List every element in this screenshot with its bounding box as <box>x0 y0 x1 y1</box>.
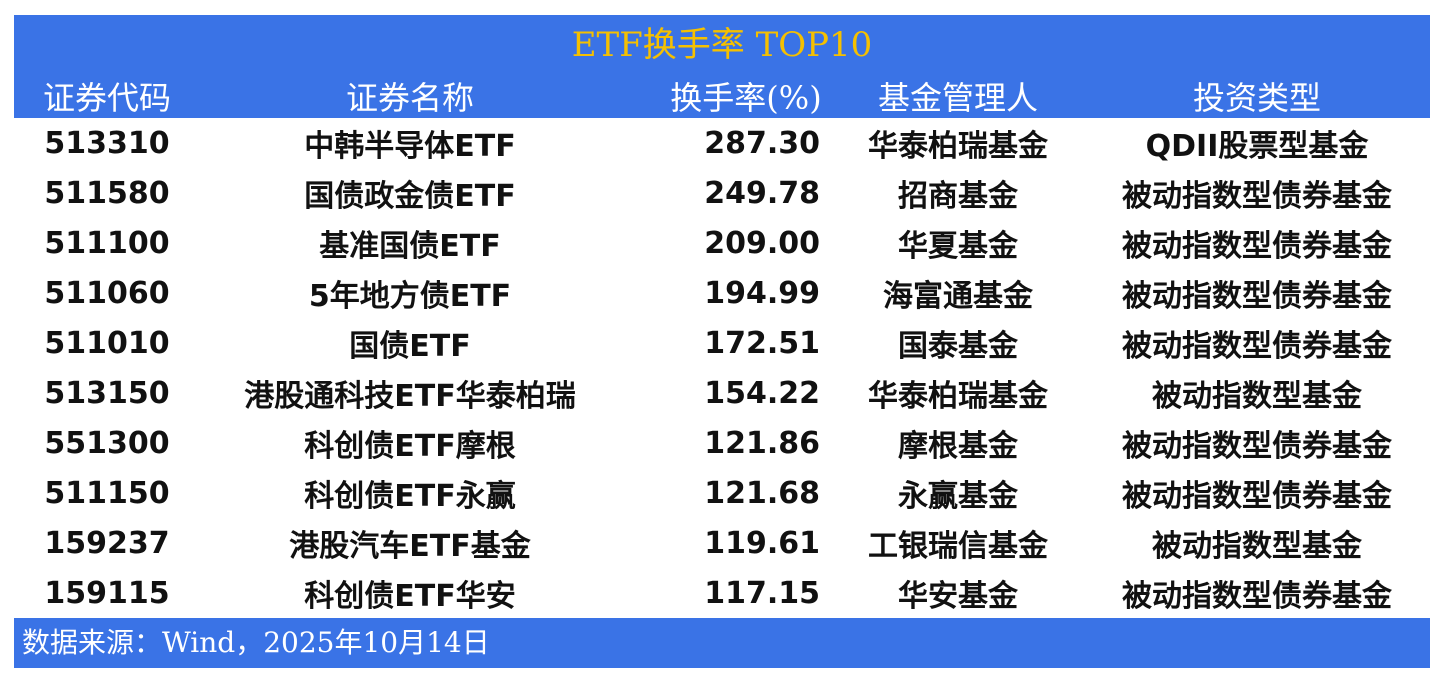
table-cell: 121.68 <box>704 475 820 511</box>
table-cell: 287.30 <box>704 125 820 161</box>
table-cell: 511060 <box>44 275 170 311</box>
table-row: 511060 5年地方债ETF 194.99 海富通基金 被动指数型债券基金 <box>14 268 1430 318</box>
table-cell: 被动指数型债券基金 <box>1122 179 1392 214</box>
table-title: ETF换手率 TOP10 <box>571 25 873 65</box>
table-body: 513310 中韩半导体ETF 287.30 华泰柏瑞基金 QDII股票型基金 51158… <box>14 118 1430 618</box>
table-cell: 永赢基金 <box>898 479 1018 514</box>
table-row: 551300 科创债ETF摩根 121.86 摩根基金 被动指数型债券基金 <box>14 418 1430 468</box>
table-cell: 5年地方债ETF <box>308 279 512 314</box>
table-cell: 招商基金 <box>898 179 1018 214</box>
column-header: 证券代码 <box>42 79 171 117</box>
table-cell: 华夏基金 <box>898 229 1018 264</box>
table-cell: 华安基金 <box>898 579 1018 614</box>
table-cell: 249.78 <box>704 175 820 211</box>
table-cell: 被动指数型债券基金 <box>1122 329 1392 364</box>
table-cell: 国债政金债ETF <box>304 179 516 214</box>
table-cell: 海富通基金 <box>883 279 1033 314</box>
table-row: 159115 科创债ETF华安 117.15 华安基金 被动指数型债券基金 <box>14 568 1430 618</box>
table-cell: 被动指数型债券基金 <box>1122 579 1392 614</box>
table-cell: 基准国债ETF <box>319 229 501 264</box>
table-cell: 511010 <box>44 325 170 361</box>
table-cell: 中韩半导体ETF <box>304 129 516 164</box>
table-cell: 511100 <box>44 225 170 261</box>
etf-table: ETF换手率 TOP10 证券代码 证券名称 换手率(%) 基金管理人 投资类型 513… <box>14 15 1430 668</box>
table-cell: 被动指数型债券基金 <box>1122 429 1392 464</box>
column-headers: 证券代码 证券名称 换手率(%) 基金管理人 投资类型 <box>14 71 1430 121</box>
table-cell: 209.00 <box>704 225 820 261</box>
table-cell: 154.22 <box>704 375 820 411</box>
table-cell: 511580 <box>44 175 170 211</box>
table-cell: 513150 <box>44 375 170 411</box>
table-cell: 159237 <box>44 525 170 561</box>
table-cell: 港股汽车ETF基金 <box>289 529 531 564</box>
table-cell: 国债ETF <box>349 329 471 364</box>
table-row: 511010 国债ETF 172.51 国泰基金 被动指数型债券基金 <box>14 318 1430 368</box>
table-row: 511150 科创债ETF永赢 121.68 永赢基金 被动指数型债券基金 <box>14 468 1430 518</box>
column-header: 基金管理人 <box>877 79 1038 117</box>
column-header: 证券名称 <box>345 79 474 117</box>
source-note: 数据来源：Wind，2025年10月14日 <box>14 618 1430 668</box>
table-row: 159237 港股汽车ETF基金 119.61 工银瑞信基金 被动指数型基金 <box>14 518 1430 568</box>
table-cell: 华泰柏瑞基金 <box>868 129 1048 164</box>
column-header: 换手率(%) <box>670 79 822 117</box>
table-cell: 国泰基金 <box>898 329 1018 364</box>
table-cell: 121.86 <box>704 425 820 461</box>
table-cell: 551300 <box>44 425 170 461</box>
table-row: 513310 中韩半导体ETF 287.30 华泰柏瑞基金 QDII股票型基金 <box>14 118 1430 168</box>
table-cell: 194.99 <box>704 275 820 311</box>
table-cell: 被动指数型债券基金 <box>1122 229 1392 264</box>
table-cell: QDII股票型基金 <box>1145 129 1369 164</box>
table-cell: 119.61 <box>704 525 820 561</box>
table-row: 511100 基准国债ETF 209.00 华夏基金 被动指数型债券基金 <box>14 218 1430 268</box>
table-cell: 511150 <box>44 475 170 511</box>
table-cell: 513310 <box>44 125 170 161</box>
table-cell: 科创债ETF永赢 <box>304 479 516 514</box>
table-cell: 科创债ETF华安 <box>304 579 516 614</box>
table-cell: 摩根基金 <box>898 429 1018 464</box>
table-cell: 被动指数型债券基金 <box>1122 279 1392 314</box>
table-cell: 159115 <box>44 575 170 611</box>
table-cell: 被动指数型基金 <box>1152 379 1362 414</box>
table-cell: 117.15 <box>704 575 820 611</box>
table-row: 511580 国债政金债ETF 249.78 招商基金 被动指数型债券基金 <box>14 168 1430 218</box>
table-cell: 工银瑞信基金 <box>868 529 1048 564</box>
table-cell: 被动指数型基金 <box>1152 529 1362 564</box>
table-cell: 被动指数型债券基金 <box>1122 479 1392 514</box>
table-cell: 172.51 <box>704 325 820 361</box>
column-header: 投资类型 <box>1192 79 1321 117</box>
table-cell: 港股通科技ETF华泰柏瑞 <box>244 379 576 414</box>
table-row: 513150 港股通科技ETF华泰柏瑞 154.22 华泰柏瑞基金 被动指数型基金 <box>14 368 1430 418</box>
table-header: ETF换手率 TOP10 证券代码 证券名称 换手率(%) 基金管理人 投资类型 <box>14 15 1430 118</box>
table-cell: 科创债ETF摩根 <box>304 429 516 464</box>
table-cell: 华泰柏瑞基金 <box>868 379 1048 414</box>
